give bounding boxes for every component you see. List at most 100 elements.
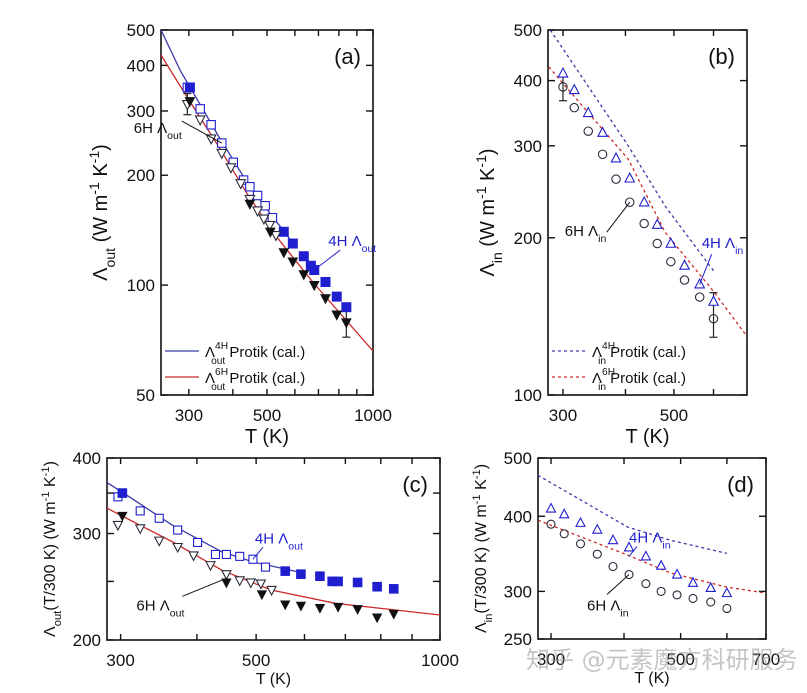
x-axis-title: T (K) (625, 426, 669, 448)
data-point (624, 171, 636, 183)
plot-frame (106, 457, 441, 641)
data-point (706, 597, 716, 607)
data-point (195, 104, 205, 114)
legend-label: Λ4H in Protik (cal.) (592, 341, 686, 367)
annotation-6h-in: 6H Λin (587, 574, 630, 620)
data-point (256, 590, 268, 601)
data-point (331, 310, 343, 321)
data-point (308, 281, 320, 292)
data-point (575, 539, 586, 549)
annotation-4h-out: 4H Λout (252, 530, 303, 560)
data-point (220, 570, 232, 581)
data-point (234, 576, 246, 587)
annotation-label: 4H Λin (702, 235, 744, 257)
data-point (117, 488, 128, 498)
data-point (582, 106, 594, 118)
annotation-leader (606, 574, 630, 595)
data-point (624, 569, 634, 580)
legend-entry: Λ6H out Protik (cal.) (165, 367, 305, 393)
fit-line-blue (107, 481, 305, 574)
data-point (638, 195, 650, 207)
data-point (641, 579, 651, 589)
y-tick-label: 300 (514, 137, 542, 156)
legend: Λ4H out Protik (cal.)Λ6H out Protik (cal.) (165, 341, 305, 393)
annotation-4h-in: 4H Λin (699, 235, 744, 285)
y-tick-label: 500 (514, 21, 542, 40)
data-point (707, 295, 720, 306)
annotation-label: 4H Λin (629, 529, 671, 551)
data-point (188, 551, 200, 562)
data-point (671, 568, 683, 579)
annotation-label: 6H Λout (136, 597, 184, 619)
data-point (245, 578, 257, 589)
data-point (258, 214, 270, 226)
data-point (708, 313, 719, 324)
data-point (388, 584, 399, 594)
data-point (608, 561, 618, 572)
data-point (559, 529, 569, 539)
annotation-label: 6H Λout (134, 120, 182, 142)
data-point (298, 251, 309, 262)
legend-label: Λ4H out Protik (cal.) (205, 341, 305, 367)
y-tick-label: 200 (73, 631, 101, 650)
data-point (596, 126, 609, 137)
annotation-6h-out: 6H Λout (134, 120, 223, 144)
data-point (575, 516, 586, 527)
data-point (546, 519, 556, 529)
data-point (266, 585, 277, 597)
x-tick-label: 500 (660, 406, 688, 425)
data-point (651, 218, 663, 229)
x-axis-title: T (K) (634, 670, 669, 687)
data-point (210, 549, 221, 560)
x-tick-label: 300 (175, 406, 203, 425)
data-point (568, 83, 580, 95)
data-point (656, 586, 666, 596)
annotation-leader (699, 254, 713, 285)
y-axis-title: Λout(T/300 K) (W m-1 K-1) (40, 461, 64, 637)
y-tick-label: 50 (136, 386, 155, 405)
data-point (221, 578, 232, 589)
data-point (557, 66, 569, 78)
data-point (112, 520, 124, 532)
data-point (591, 523, 603, 534)
y-tick-label: 500 (504, 449, 532, 468)
annotation-label: 4H Λout (255, 530, 303, 552)
annotation-label: 6H Λin (565, 223, 607, 245)
data-point (244, 199, 256, 210)
y-tick-label: 250 (504, 630, 532, 649)
y-tick-label: 400 (127, 56, 155, 75)
data-point (173, 525, 183, 535)
data-point (193, 537, 203, 547)
data-point (583, 126, 593, 136)
legend-label: Λ6H in Protik (cal.) (592, 367, 686, 393)
data-point (206, 120, 216, 130)
legend: Λ4H in Protik (cal.)Λ6H in Protik (cal.) (552, 341, 686, 393)
y-tick-label: 100 (514, 386, 542, 405)
y-tick-label: 200 (127, 166, 155, 185)
data-point (221, 549, 231, 560)
data-point (665, 237, 677, 248)
data-point (611, 174, 621, 184)
data-point (341, 302, 352, 313)
data-point (558, 508, 570, 519)
y-axis-title: Λin (W m-1 K-1) (473, 148, 505, 276)
plot-frame (537, 457, 767, 640)
plot-area (161, 30, 373, 352)
panel-c: 300 500 1000 200 300 400 T (K) Λout(T/300 K) (W… (40, 449, 459, 688)
annotation-6h-out: 6H Λout (136, 577, 227, 619)
data-point (135, 506, 145, 516)
data-point (287, 257, 299, 268)
y-tick-label: 300 (127, 102, 155, 121)
data-point (264, 227, 276, 238)
data-point (295, 601, 307, 612)
x-tick-label: 1000 (421, 651, 459, 670)
data-point (216, 148, 228, 160)
data-point (652, 238, 662, 249)
data-point (569, 102, 580, 113)
y-tick-label: 400 (504, 507, 532, 526)
x-tick-label: 300 (106, 651, 134, 670)
data-point (592, 549, 602, 559)
